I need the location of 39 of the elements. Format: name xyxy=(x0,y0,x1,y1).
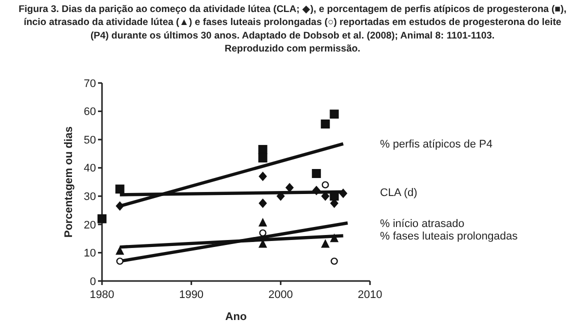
point xyxy=(339,188,348,198)
point xyxy=(320,120,330,129)
point xyxy=(258,198,267,208)
point xyxy=(330,110,339,119)
point xyxy=(312,186,320,195)
point xyxy=(116,246,124,255)
point xyxy=(321,240,330,248)
point xyxy=(98,214,106,224)
point xyxy=(312,169,321,178)
point xyxy=(330,258,338,265)
point xyxy=(322,181,329,188)
text: CLA (d) xyxy=(380,186,418,199)
chart-title: Figura 3. Dias da parição ao começo da atividade lútea (CLA; ◆), e porcentagem de perfis atípicos de progesterona (■), íncio atrasado da atividade lútea (▲) e fases luteais prolongadas (○) reportadas em estudos de progesterona do leite (P4) durante os últimos 30 anos. Adaptado de Dobsob et al. (2008); Animal 8: 1101-1103. Reproduzido com permissão. xyxy=(18,4,567,55)
text: % perfis atípicos de P4 xyxy=(380,138,493,151)
x-axis-title: Ano xyxy=(225,311,247,323)
point xyxy=(258,218,267,227)
x-tick-label: 2010 xyxy=(358,289,382,301)
point xyxy=(330,234,338,242)
point xyxy=(258,144,268,154)
point xyxy=(116,258,124,265)
y-tick-label: 70 xyxy=(84,78,96,90)
point xyxy=(259,229,266,237)
x-tick-label: 1980 xyxy=(90,289,114,301)
y-tick-label: 40 xyxy=(84,162,96,175)
point xyxy=(116,202,124,211)
y-tick-label: 60 xyxy=(84,106,96,118)
text: % fases luteais prolongadas xyxy=(380,230,518,243)
x-tick-label: 2000 xyxy=(268,289,293,301)
y-tick-label: 30 xyxy=(84,190,96,203)
point xyxy=(115,184,124,194)
point xyxy=(258,172,267,181)
x-tick-label: 1990 xyxy=(179,289,204,301)
text: % início atrasado xyxy=(380,218,464,230)
y-tick-label: 50 xyxy=(84,134,96,146)
y-axis-title: Porcentagem ou dias xyxy=(63,126,75,238)
y-tick-label: 0 xyxy=(90,276,96,288)
y-tick-label: 20 xyxy=(84,219,96,232)
point xyxy=(258,153,268,162)
y-tick-label: 10 xyxy=(84,248,96,260)
